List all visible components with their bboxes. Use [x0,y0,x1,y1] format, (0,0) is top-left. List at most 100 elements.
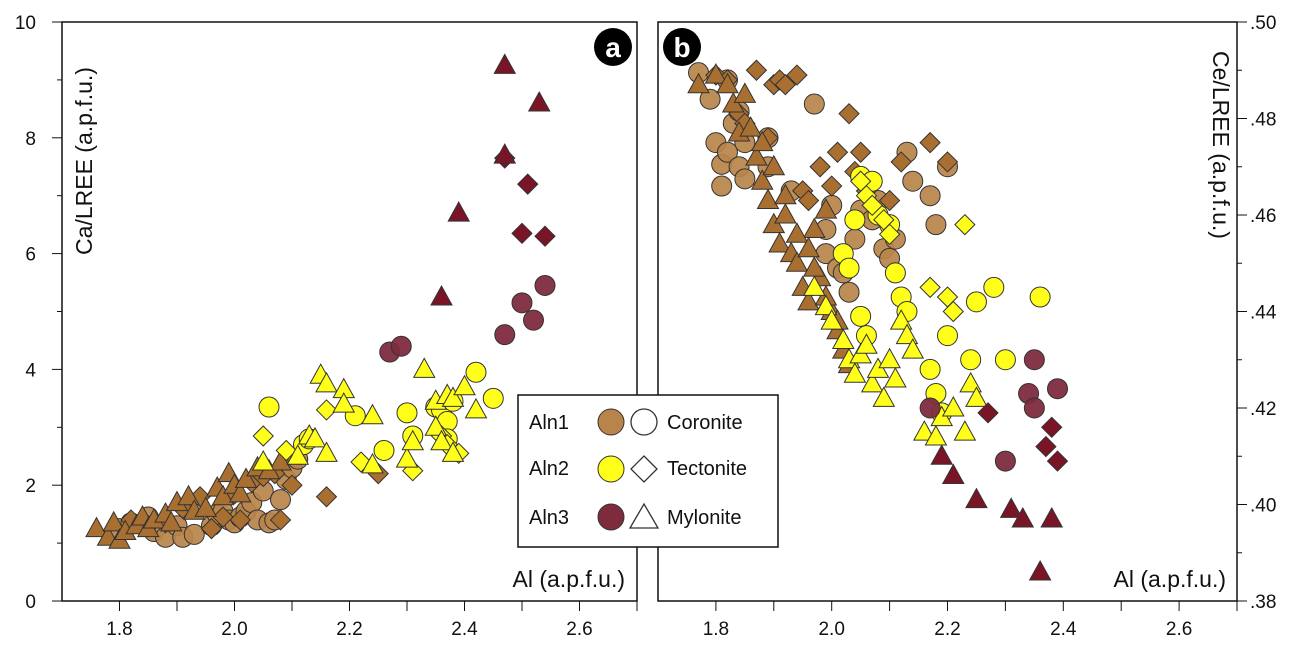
panel-b-y-tick-label: .42 [1250,399,1276,420]
panel-a-xlabel: Al (a.p.f.u.) [513,566,625,592]
panel-b-aln2-diamond-point [942,300,964,323]
panel-b-aln1-circle-point [734,168,756,190]
panel-b-aln1-diamond-point [936,151,959,173]
panel-a-aln3-circle-point [523,309,544,331]
panel-a-aln2-circle-point [373,439,395,461]
panel-a-aln3-diamond-point [534,225,556,247]
panel-a-aln2-circle-point [258,396,280,418]
panel-b-x-tick-label: 2.2 [934,619,960,640]
panel-a-points [85,53,556,549]
panel-b-aln2-circle-point [937,325,958,347]
panel-b-aln2-diamond-point [878,223,901,246]
panel-a-x-tick-label: 2.6 [566,619,592,640]
panel-a-aln2-diamond-point [252,425,274,447]
panel-b-aln1-diamond-point [786,64,808,86]
panel-b-aln2-triangle-point [895,323,919,345]
panel-a-aln2-triangle-point [303,426,327,448]
panel-b-aln1-triangle-point [733,82,757,103]
legend-circle-marker [630,408,658,436]
panel-b-aln2-triangle-point [878,347,901,369]
legend-label-aln2: Aln2 [529,458,569,480]
panel-b-aln1-circle-point [711,175,733,197]
panel-b-aln1-circle-point [902,170,924,192]
panel-a-aln1-diamond-point [200,517,223,540]
panel-b-aln1-triangle-point [750,169,774,190]
panel-b-aln1-diamond-point [745,59,768,81]
panel-b-aln1-diamond-point [849,141,872,163]
legend: Aln1 Aln2 Aln3 Coronite Tectonite Myloni… [517,394,779,548]
panel-b-aln2-triangle-point [884,367,907,388]
panel-b-aln1-triangle-point [802,217,826,238]
panel-b-aln2-circle-point [983,276,1005,298]
panel-a-y-tick-label: 6 [25,245,36,266]
panel-a-aln2-triangle-point [441,441,465,462]
panel-b-aln3-triangle-point [1011,506,1035,528]
panel-b-aln2-triangle-point [860,371,884,393]
panel-a-aln3-triangle-point [430,284,453,306]
panel-b-aln1-triangle-point [814,198,838,219]
panel-b-aln1-triangle-point [768,231,791,253]
panel-a-aln2-triangle-point [315,441,338,462]
panel-b-aln1-triangle-point [704,63,728,84]
panel-b-aln1-circle-point [699,88,721,110]
panel-a-y-tick-label: 0 [25,592,36,613]
panel-a-aln1-triangle-point [234,467,258,488]
panel-b-aln1-diamond-point [826,141,849,163]
panel-a-aln3-diamond-point [517,173,539,195]
panel-a-aln2-triangle-point [286,444,310,465]
panel-a-aln1-diamond-point [212,506,234,528]
panel-b-aln2-triangle-point [941,395,965,417]
panel-b-aln2-diamond-point [954,213,976,236]
panel-b-aln2-circle-point [1029,286,1051,308]
panel-a-aln3-diamond-point [511,222,533,245]
panel-b-aln1-circle-point [919,185,941,207]
panel-a: 1.8 2.0 2.2 2.4 2.6 0 2 4 6 8 10 Ca/LREE (a.p.f.u.… [15,13,638,640]
panel-a-aln2-triangle-point [251,450,275,471]
panel-a-letter: a [605,32,621,63]
panel-b-aln3-triangle-point [999,497,1023,518]
panel-a-x-tick-label: 2.2 [336,619,362,640]
panel-a-aln2-triangle-point [315,371,338,393]
panel-b-aln2-circle-point [838,257,860,279]
legend-swatch-aln2 [597,455,625,483]
panel-b-aln1-circle-point [716,141,738,163]
panel-b-aln1-diamond-point [890,151,912,173]
panel-a-aln2-triangle-point [361,403,384,425]
panel-b-aln3-triangle-point [1028,560,1052,581]
panel-b-aln1-diamond-point [838,102,860,125]
panel-b-aln2-circle-point [994,349,1016,371]
panel-b-aln1-triangle-point [797,236,820,258]
panel-b-aln3-diamond-point [1041,416,1063,439]
panel-a-aln3-triangle-point [493,53,517,74]
panel-b-aln3-circle-point [1023,349,1045,371]
panel-b-aln3-circle-point [994,450,1016,472]
panel-b-aln1-triangle-point [797,289,820,311]
panel-b-aln1-circle-point [803,93,825,115]
panel-b-aln2-triangle-point [912,420,936,441]
panel-b-x-tick-label: 2.6 [1166,619,1192,640]
panel-b-aln1-circle-point [925,214,947,236]
panel-b-aln2-diamond-point [919,276,941,299]
panel-b-x-tick-label: 1.8 [703,619,729,640]
panel-b-aln1-diamond-point [820,175,843,197]
panel-a-x-tick-label: 1.8 [106,619,132,640]
panel-a-aln3-circle-point [390,335,412,357]
panel-b-aln1-diamond-point [809,156,831,178]
panel-b-aln2-triangle-point [855,333,878,354]
panel-a-aln3-circle-point [494,324,516,346]
panel-a-aln2-triangle-point [441,386,465,407]
panel-a-aln2-diamond-point [315,399,338,421]
panel-b-aln1-triangle-point [762,154,786,176]
panel-a-aln3-triangle-point [527,91,551,112]
panel-b-aln3-circle-point [1023,397,1045,419]
panel-b-aln1-triangle-point [756,188,780,210]
panel-b-aln1-triangle-point [774,183,797,205]
panel-b-aln2-diamond-point [861,194,883,217]
legend-text-coronite: Coronite [667,412,743,434]
legend-swatch-aln3 [597,503,625,531]
panel-b-aln2-triangle-point [820,309,844,330]
panel-a-x-tick-label: 2.4 [451,619,478,640]
panel-a-y-tick-label: 2 [25,476,36,497]
panel-b-aln3-diamond-point [1035,435,1057,458]
